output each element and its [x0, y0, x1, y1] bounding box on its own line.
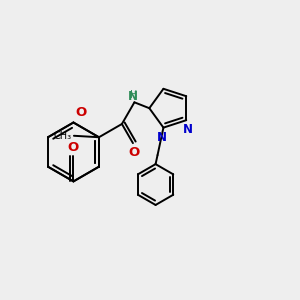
Text: N: N [157, 131, 167, 144]
Text: H: H [130, 90, 137, 100]
Text: O: O [68, 141, 79, 154]
Text: N: N [183, 123, 193, 136]
Text: O: O [75, 106, 87, 119]
Text: CH₃: CH₃ [54, 131, 72, 141]
Text: N: N [128, 90, 138, 103]
Text: O: O [128, 146, 139, 159]
